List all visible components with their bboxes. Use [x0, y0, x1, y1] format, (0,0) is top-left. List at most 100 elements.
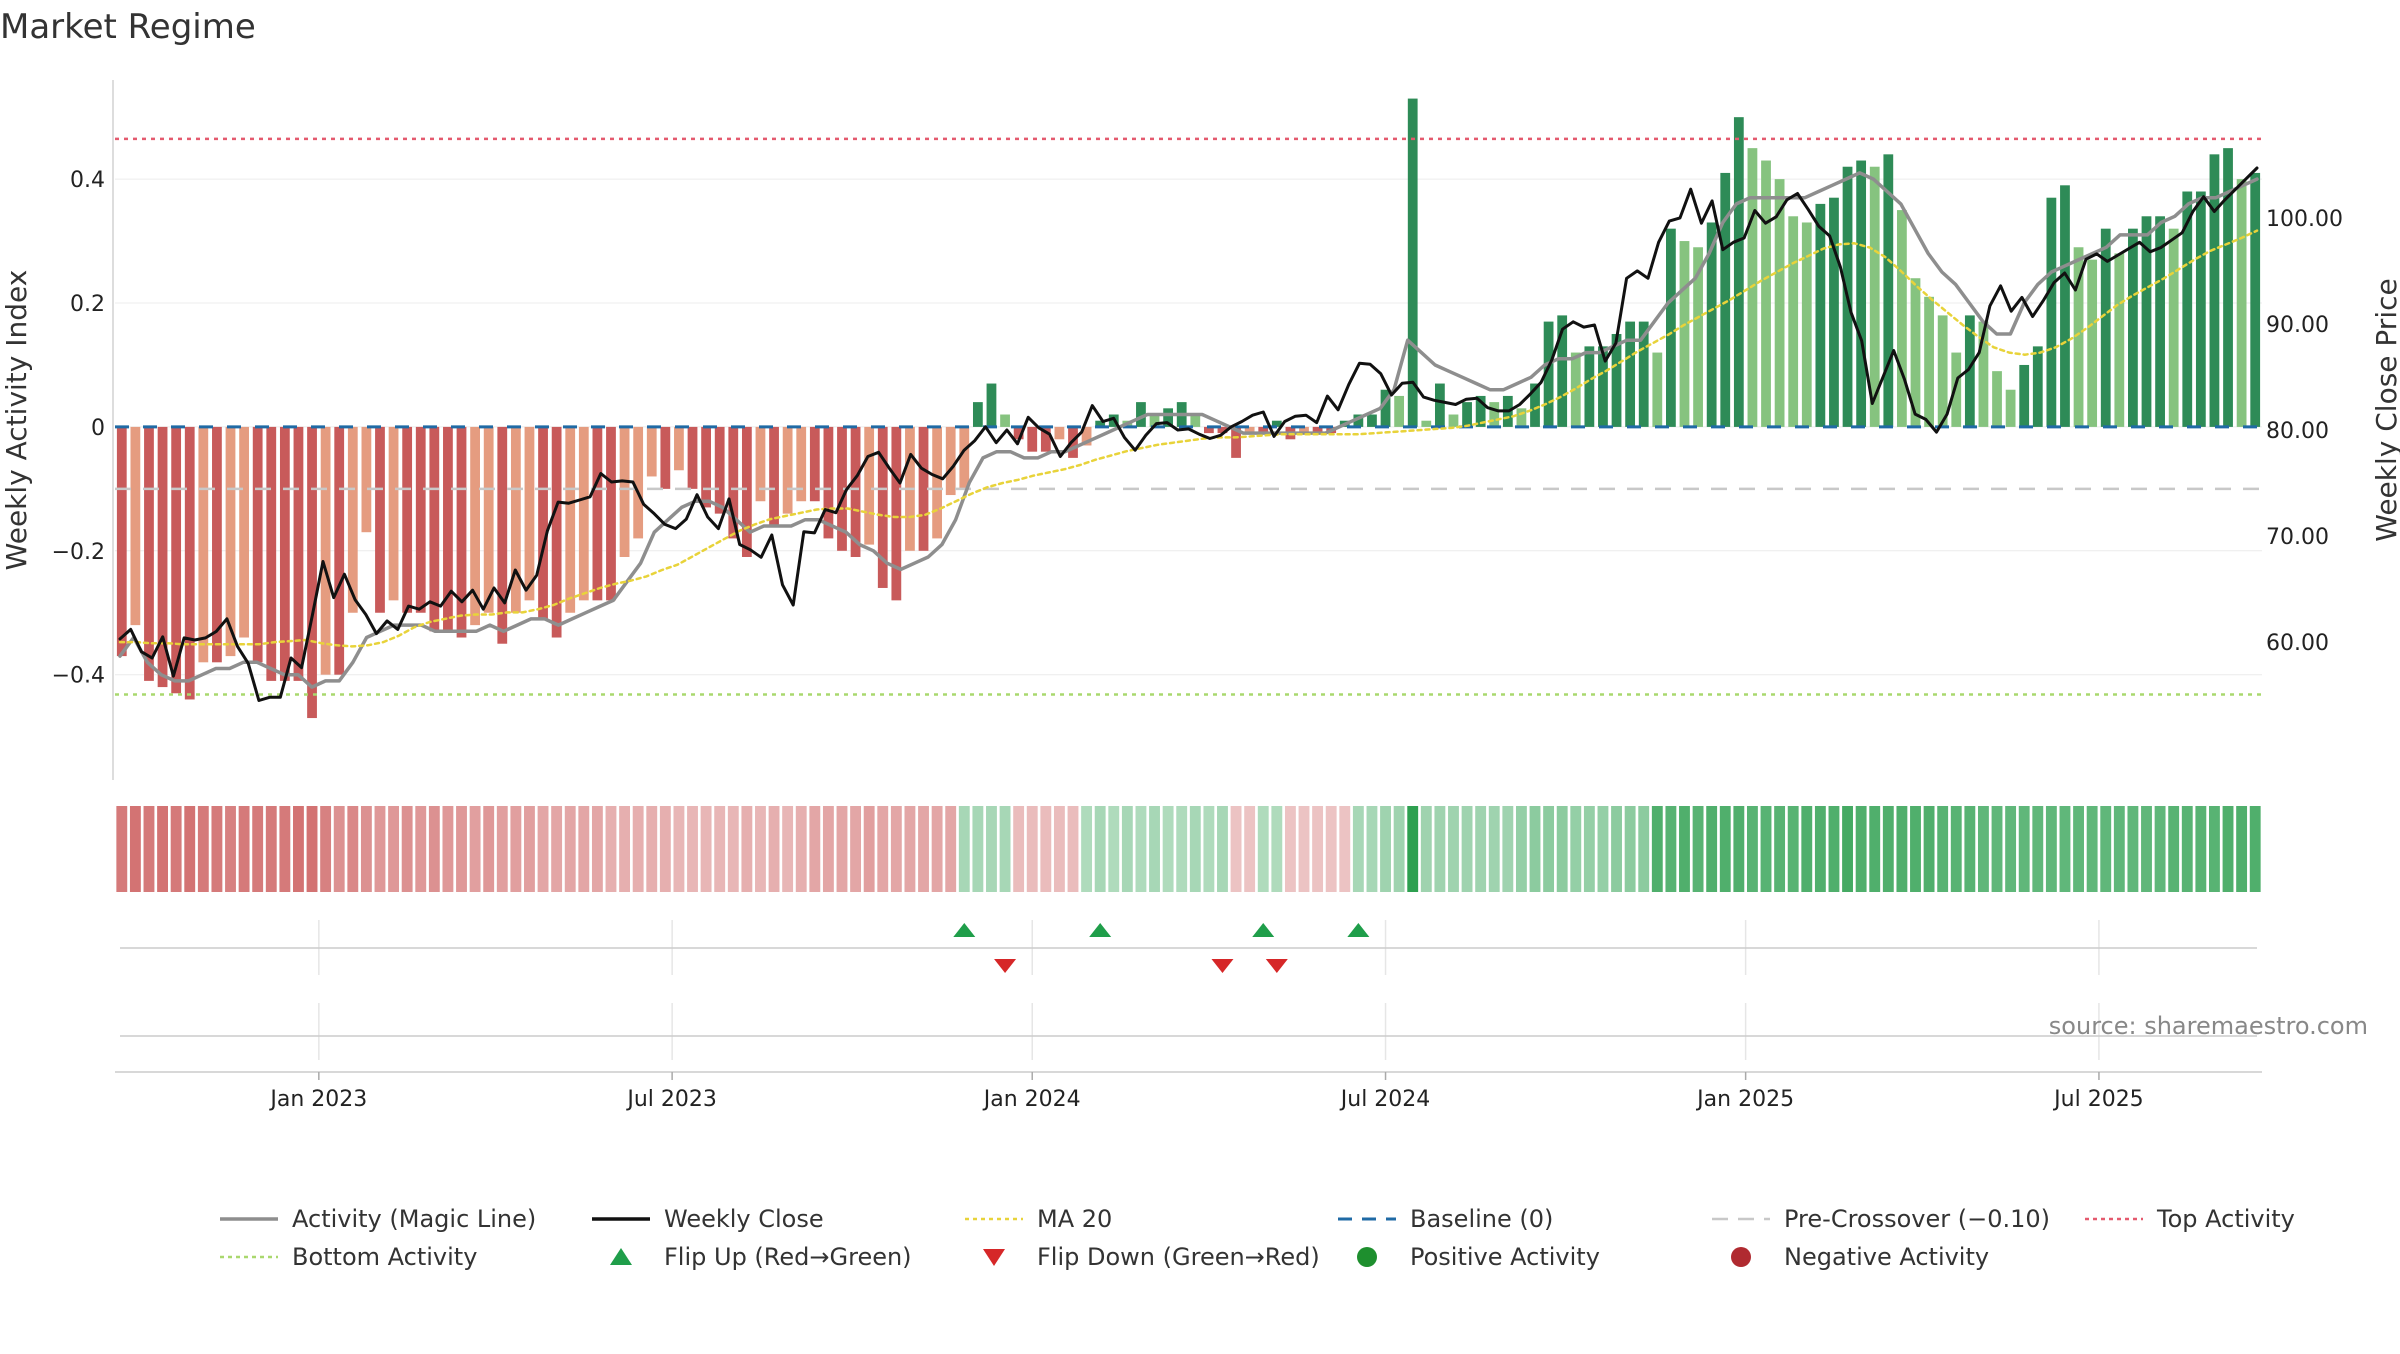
regime-cell	[2059, 806, 2071, 892]
y-left-tick-label: −0.4	[52, 664, 105, 689]
regime-cell	[2168, 806, 2180, 892]
legend-item: Flip Down (Green→Red)	[983, 1243, 1320, 1271]
regime-cell	[1651, 806, 1663, 892]
regime-cell	[116, 806, 128, 892]
regime-cell	[1679, 806, 1690, 892]
x-tick-label: Jul 2023	[625, 1087, 717, 1112]
regime-cell	[1855, 806, 1867, 892]
activity-bar	[850, 426, 861, 557]
regime-cell	[211, 806, 223, 892]
activity-bar	[429, 426, 440, 632]
regime-cell	[822, 806, 834, 892]
activity-bar	[1788, 216, 1799, 427]
magic-line	[118, 171, 2259, 689]
regime-cell	[1923, 806, 1935, 892]
regime-cell	[578, 806, 590, 892]
y-left-axis-title: Weekly Activity Index	[0, 270, 33, 571]
activity-bar	[1312, 426, 1323, 434]
regime-cell	[999, 806, 1011, 892]
regime-cell	[1162, 806, 1174, 892]
activity-bar	[1190, 414, 1201, 427]
legend-label: Flip Down (Green→Red)	[1037, 1243, 1320, 1271]
legend-item: Positive Activity	[1357, 1243, 1600, 1271]
activity-bar	[2209, 154, 2220, 427]
activity-bar	[116, 426, 127, 657]
regime-cell	[401, 806, 413, 892]
regime-cell	[741, 806, 753, 892]
activity-bar	[1448, 414, 1459, 427]
regime-cell	[551, 806, 563, 892]
regime-cell	[279, 806, 291, 892]
activity-bar	[1530, 383, 1540, 427]
flip-down-marker	[1265, 959, 1288, 973]
regime-cell	[1040, 806, 1052, 892]
legend-item: Weekly Close	[592, 1205, 824, 1233]
regime-cell	[1230, 806, 1242, 892]
regime-cell	[374, 806, 386, 892]
regime-cell	[496, 806, 508, 892]
activity-bar	[1489, 402, 1500, 427]
legend-label: Pre-Crossover (−0.10)	[1784, 1205, 2050, 1233]
regime-cell	[2141, 806, 2152, 892]
flip-up-marker	[1347, 923, 1370, 937]
regime-cell	[2100, 806, 2112, 892]
activity-bar	[1013, 426, 1024, 440]
activity-bar	[1081, 426, 1092, 446]
activity-bar	[660, 426, 671, 489]
activity-bar	[1869, 166, 1880, 427]
legend-item: MA 20	[965, 1205, 1112, 1233]
activity-bar	[565, 426, 576, 613]
activity-bar	[2141, 216, 2152, 427]
activity-bar	[2073, 247, 2084, 427]
activity-bar	[2128, 228, 2138, 427]
legend-item: Negative Activity	[1731, 1243, 1989, 1271]
regime-cell	[2209, 806, 2220, 892]
regime-cell	[1515, 806, 1527, 892]
activity-bar	[1638, 321, 1649, 427]
regime-cell	[537, 806, 549, 892]
regime-cell	[415, 806, 427, 892]
activity-bar	[510, 426, 521, 613]
regime-cell	[1420, 806, 1432, 892]
activity-bar	[1652, 352, 1663, 427]
regime-cell	[2086, 806, 2098, 892]
activity-bar	[2195, 191, 2206, 427]
activity-bar	[1570, 352, 1581, 427]
activity-bar	[918, 426, 929, 551]
regime-cell	[1937, 806, 1949, 892]
regime-cell	[1461, 806, 1473, 892]
activity-bar	[606, 426, 616, 601]
activity-bar	[320, 426, 331, 675]
activity-bar	[1801, 222, 1812, 427]
flip-down-marker	[1211, 959, 1234, 973]
activity-bar	[1978, 321, 1989, 427]
legend-label: Activity (Magic Line)	[292, 1205, 536, 1233]
activity-bar	[483, 426, 494, 613]
regime-cell	[1950, 806, 1962, 892]
regime-cell	[265, 806, 277, 892]
activity-bar	[1149, 414, 1160, 427]
regime-cell	[1339, 806, 1351, 892]
activity-bar	[212, 426, 222, 663]
activity-bar	[334, 426, 345, 675]
regime-cell	[2195, 806, 2207, 892]
activity-bar	[809, 426, 820, 502]
activity-bar	[1774, 179, 1785, 427]
regime-cell	[2018, 806, 2030, 892]
regime-cell	[1488, 806, 1500, 892]
activity-bar	[1557, 315, 1568, 427]
activity-bar	[701, 426, 711, 508]
x-tick-label: Jan 2025	[1695, 1087, 1794, 1112]
regime-cell	[1407, 806, 1419, 892]
regime-cell	[972, 806, 984, 892]
regime-cell	[1203, 806, 1215, 892]
regime-cell	[958, 806, 970, 892]
activity-bar	[674, 426, 684, 471]
activity-bar	[891, 426, 902, 601]
regime-cell	[1814, 806, 1826, 892]
activity-bar	[2223, 148, 2233, 427]
activity-bar	[592, 426, 603, 601]
regime-cell	[1733, 806, 1745, 892]
ma20-line	[118, 229, 2259, 648]
activity-bar	[1611, 333, 1622, 427]
